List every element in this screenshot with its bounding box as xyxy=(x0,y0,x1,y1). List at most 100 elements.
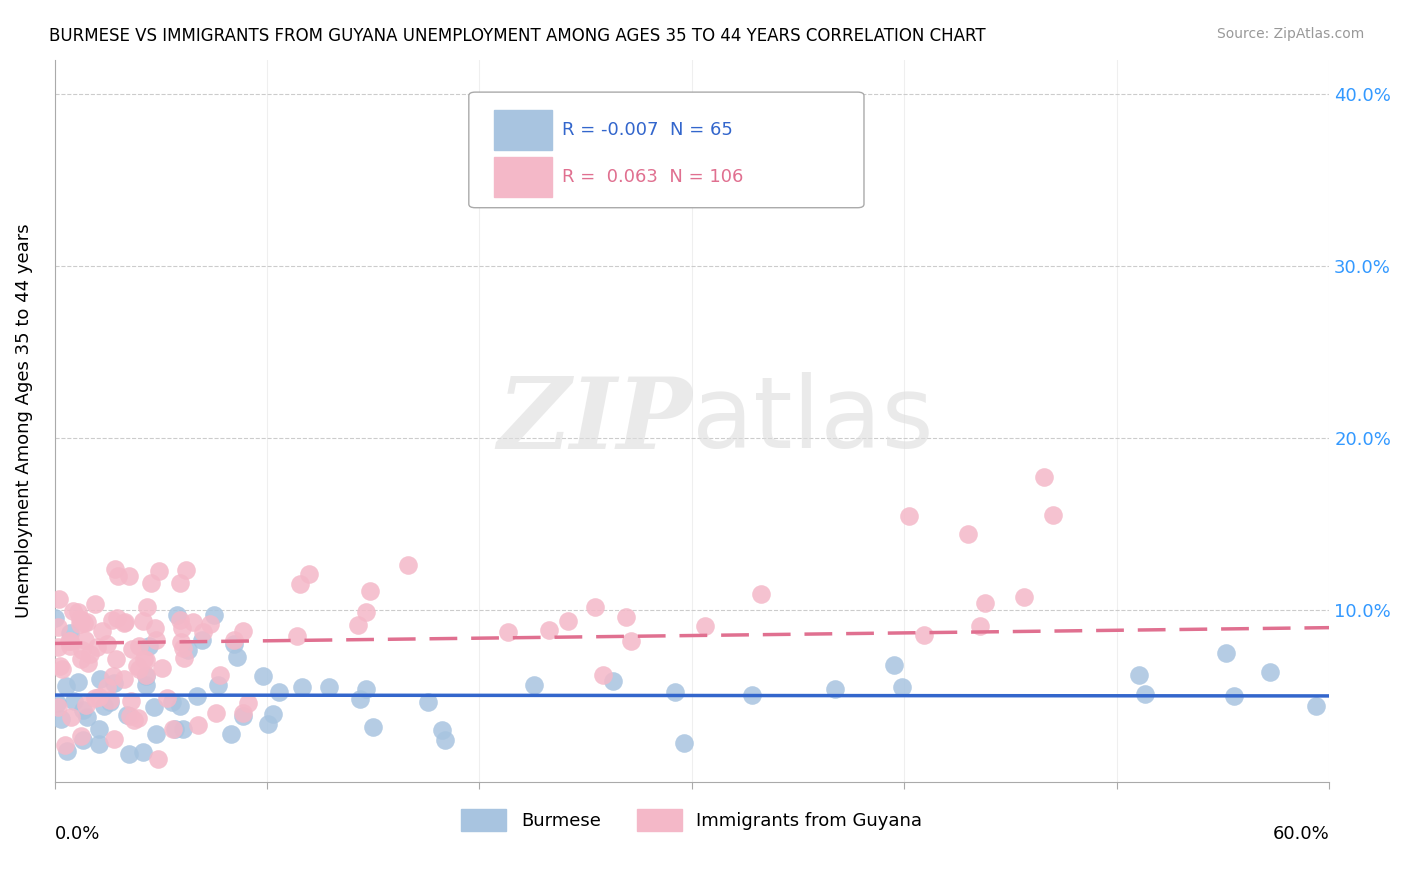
Point xyxy=(103,732,125,747)
Point xyxy=(69,651,91,665)
Point xyxy=(973,596,995,610)
Point xyxy=(912,628,935,642)
Point xyxy=(104,562,127,576)
Point xyxy=(174,563,197,577)
Legend: Burmese, Immigrants from Guyana: Burmese, Immigrants from Guyana xyxy=(454,802,929,838)
Point xyxy=(104,652,127,666)
Point xyxy=(143,699,166,714)
Bar xyxy=(495,111,551,150)
Point xyxy=(186,690,208,704)
Point xyxy=(207,678,229,692)
Point xyxy=(145,727,167,741)
Point xyxy=(72,732,94,747)
Point xyxy=(1215,646,1237,660)
Point xyxy=(73,615,96,630)
Point xyxy=(72,703,94,717)
Text: R = -0.007  N = 65: R = -0.007 N = 65 xyxy=(562,121,733,139)
Point xyxy=(84,598,107,612)
Point xyxy=(166,607,188,622)
Point xyxy=(349,692,371,706)
Point xyxy=(883,658,905,673)
Point xyxy=(252,669,274,683)
Point xyxy=(60,710,83,724)
Point xyxy=(361,720,384,734)
Point xyxy=(1258,665,1281,680)
Point xyxy=(135,678,157,692)
Point xyxy=(128,640,150,654)
Point xyxy=(148,564,170,578)
Point xyxy=(416,695,439,709)
Point xyxy=(172,722,194,736)
Point xyxy=(890,680,912,694)
Point xyxy=(162,723,184,737)
Text: Source: ZipAtlas.com: Source: ZipAtlas.com xyxy=(1216,27,1364,41)
Point xyxy=(121,642,143,657)
Point xyxy=(135,668,157,682)
Point xyxy=(70,642,93,657)
Point xyxy=(285,629,308,643)
Point xyxy=(98,696,121,710)
Point xyxy=(557,614,579,628)
Point xyxy=(46,699,69,714)
Point xyxy=(89,690,111,704)
Point xyxy=(672,736,695,750)
Point xyxy=(135,653,157,667)
Point xyxy=(741,689,763,703)
Point xyxy=(76,615,98,630)
Point xyxy=(77,656,100,670)
Point xyxy=(96,637,118,651)
Point xyxy=(143,621,166,635)
Point xyxy=(53,738,76,752)
Point xyxy=(58,639,80,653)
Point xyxy=(269,684,291,698)
Point xyxy=(103,675,125,690)
Point xyxy=(222,633,245,648)
Point xyxy=(66,606,89,620)
Point xyxy=(205,706,228,720)
Point xyxy=(318,680,340,694)
Point xyxy=(602,673,624,688)
Point xyxy=(169,575,191,590)
Point xyxy=(118,747,141,761)
Point xyxy=(173,651,195,665)
Point xyxy=(232,624,254,638)
Point xyxy=(824,682,846,697)
Text: atlas: atlas xyxy=(692,372,934,469)
Point xyxy=(145,632,167,647)
Point xyxy=(181,615,204,629)
Point xyxy=(112,616,135,631)
Point xyxy=(118,709,141,723)
Point xyxy=(396,558,419,572)
Point xyxy=(55,744,77,758)
Point xyxy=(146,752,169,766)
Point xyxy=(136,599,159,614)
Point xyxy=(664,685,686,699)
Point xyxy=(219,727,242,741)
Point xyxy=(538,623,561,637)
Point xyxy=(209,668,232,682)
Point xyxy=(592,668,614,682)
Text: ZIP: ZIP xyxy=(496,373,692,469)
Point xyxy=(583,600,606,615)
Point xyxy=(59,634,82,648)
Point xyxy=(957,526,980,541)
Point xyxy=(120,693,142,707)
Point xyxy=(76,710,98,724)
Text: R =  0.063  N = 106: R = 0.063 N = 106 xyxy=(562,169,744,186)
Point xyxy=(132,614,155,628)
FancyBboxPatch shape xyxy=(468,92,863,208)
Point xyxy=(132,652,155,666)
Point xyxy=(93,698,115,713)
Point xyxy=(98,693,121,707)
Point xyxy=(191,624,214,639)
Point xyxy=(620,634,643,648)
Point xyxy=(232,709,254,723)
Point xyxy=(44,611,66,625)
Point xyxy=(101,613,124,627)
Point xyxy=(79,648,101,662)
Point xyxy=(225,650,247,665)
Point xyxy=(238,696,260,710)
Point xyxy=(90,624,112,638)
Point xyxy=(105,611,128,625)
Point xyxy=(172,640,194,655)
